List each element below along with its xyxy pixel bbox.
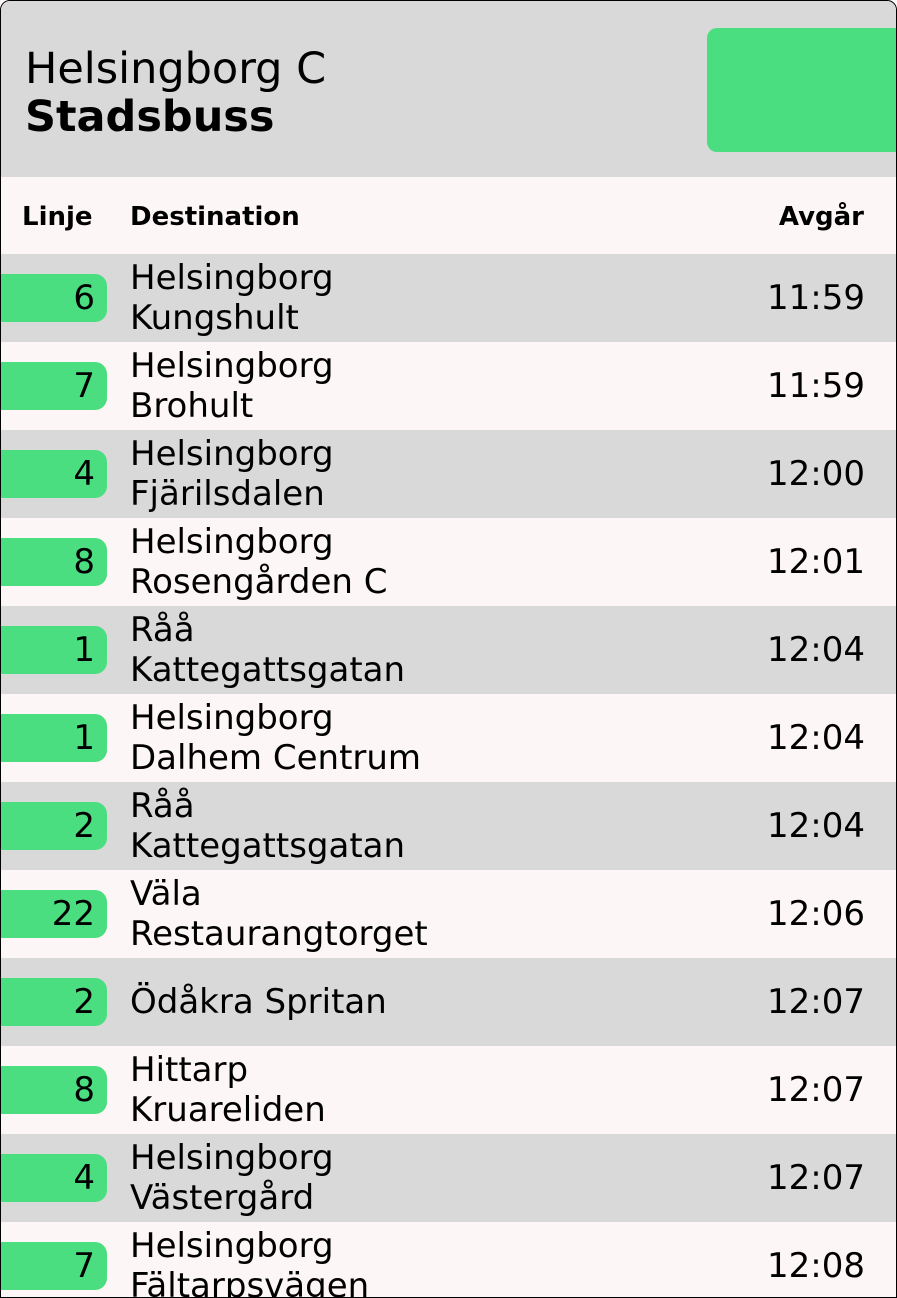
departure-time: 12:07 [767,1158,865,1198]
line-badge: 22 [1,890,107,938]
departure-row: 4 Helsingborg Västergård 12:07 [1,1134,896,1222]
destination: Råå Kattegattsgatan [130,786,405,866]
destination-line-1: Hittarp [130,1050,249,1090]
destination-line-2: Restaurangtorget [130,914,428,954]
destination-line-2: Brohult [130,386,254,426]
departure-row: 1 Helsingborg Dalhem Centrum 12:04 [1,694,896,782]
departure-row: 8 Helsingborg Rosengården C 12:01 [1,518,896,606]
departure-row: 2 Ödåkra Spritan 12:07 [1,958,896,1046]
destination-line-2: Kruareliden [130,1090,326,1130]
departure-time: 12:00 [767,454,865,494]
line-badge: 4 [1,1154,107,1202]
line-badge: 1 [1,626,107,674]
destination: Hittarp Kruareliden [130,1050,326,1130]
destination-line-1: Väla [130,874,202,914]
destination-line-1: Helsingborg [130,522,334,562]
departure-time: 12:06 [767,894,865,934]
destination-line-2: Dalhem Centrum [130,738,422,778]
line-badge: 1 [1,714,107,762]
destination-line-1: Helsingborg [130,434,334,474]
destination-line-1: Helsingborg [130,346,334,386]
clock-panel [707,28,896,152]
destination: Helsingborg Kungshult [130,258,334,338]
line-badge: 8 [1,1066,107,1114]
destination: Väla Restaurangtorget [130,874,428,954]
departure-row: 2 Råå Kattegattsgatan 12:04 [1,782,896,870]
line-badge: 2 [1,802,107,850]
destination: Helsingborg Fältarpsvägen [130,1226,370,1298]
departure-row: 22 Väla Restaurangtorget 12:06 [1,870,896,958]
departure-row: 4 Helsingborg Fjärilsdalen 12:00 [1,430,896,518]
destination: Helsingborg Brohult [130,346,334,426]
line-badge: 2 [1,978,107,1026]
column-header-destination: Destination [130,202,300,232]
destination: Råå Kattegattsgatan [130,610,405,690]
destination: Helsingborg Västergård [130,1138,334,1218]
departure-time: 12:07 [767,982,865,1022]
destination-line-1: Råå [130,786,195,826]
destination-line-1: Helsingborg [130,698,334,738]
board-header: Helsingborg C Stadsbuss [1,1,896,177]
destination-line-2: Fältarpsvägen [130,1266,370,1298]
destination-line-1: Ödåkra Spritan [130,982,387,1022]
departure-time: 12:08 [767,1246,865,1286]
destination-line-2: Rosengården C [130,562,388,602]
destination-line-1: Helsingborg [130,258,334,298]
line-badge: 4 [1,450,107,498]
column-header-departs: Avgår [778,202,864,232]
departure-time: 12:01 [767,542,865,582]
departure-row: 7 Helsingborg Brohult 11:59 [1,342,896,430]
destination-line-2: Fjärilsdalen [130,474,325,514]
destination: Helsingborg Dalhem Centrum [130,698,421,778]
destination-line-2: Västergård [130,1178,315,1218]
service-type: Stadsbuss [25,92,275,142]
destination-line-1: Råå [130,610,195,650]
stop-name: Helsingborg C [25,44,327,94]
destination: Helsingborg Rosengården C [130,522,387,602]
destination-line-2: Kungshult [130,298,299,338]
departure-time: 12:04 [767,630,865,670]
destination-line-2: Kattegattsgatan [130,650,406,690]
destination-line-1: Helsingborg [130,1138,334,1178]
departure-time: 12:07 [767,1070,865,1110]
departure-time: 11:59 [767,278,865,318]
departure-row: 7 Helsingborg Fältarpsvägen 12:08 [1,1222,896,1298]
destination-line-1: Helsingborg [130,1226,334,1266]
line-badge: 6 [1,274,107,322]
line-badge: 7 [1,1242,107,1290]
line-badge: 8 [1,538,107,586]
departure-row: 1 Råå Kattegattsgatan 12:04 [1,606,896,694]
departure-list: 6 Helsingborg Kungshult 11:59 7 Helsingb… [1,254,896,1298]
departure-time: 12:04 [767,806,865,846]
departure-time: 12:04 [767,718,865,758]
departure-row: 6 Helsingborg Kungshult 11:59 [1,254,896,342]
destination: Helsingborg Fjärilsdalen [130,434,334,514]
destination-line-2: Kattegattsgatan [130,826,406,866]
column-header-line: Linje [22,202,93,232]
destination: Ödåkra Spritan [130,982,387,1022]
column-headers: Linje Destination Avgår [1,177,896,254]
departure-time: 11:59 [767,366,865,406]
departure-row: 8 Hittarp Kruareliden 12:07 [1,1046,896,1134]
line-badge: 7 [1,362,107,410]
